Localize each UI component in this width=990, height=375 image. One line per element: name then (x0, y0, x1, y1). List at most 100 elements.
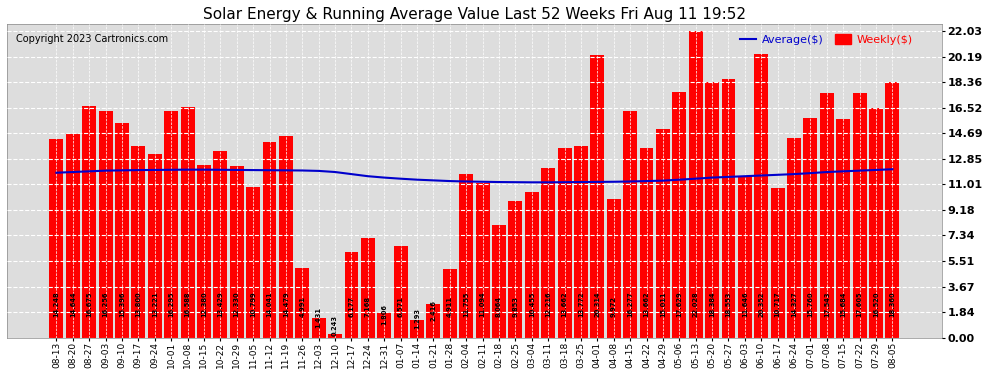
Text: 6.571: 6.571 (398, 296, 404, 317)
Text: 13.800: 13.800 (136, 291, 142, 317)
Bar (328, 334, 342, 338)
Bar (770, 189, 785, 338)
Bar (492, 225, 506, 338)
Text: 17.605: 17.605 (856, 291, 862, 317)
Text: 16.588: 16.588 (184, 291, 190, 317)
Bar (623, 111, 638, 338)
Text: 12.380: 12.380 (201, 291, 207, 317)
Bar (542, 168, 555, 338)
Bar (65, 134, 80, 338)
Bar (837, 119, 850, 338)
Text: 7.168: 7.168 (365, 296, 371, 317)
Text: 16.520: 16.520 (873, 291, 879, 317)
Text: 16.277: 16.277 (627, 291, 634, 317)
Bar (607, 199, 621, 338)
Bar (377, 312, 391, 338)
Bar (475, 183, 490, 338)
Bar (869, 108, 883, 338)
Bar (50, 140, 63, 338)
Bar (247, 188, 260, 338)
Bar (804, 118, 818, 338)
Title: Solar Energy & Running Average Value Last 52 Weeks Fri Aug 11 19:52: Solar Energy & Running Average Value Las… (203, 7, 745, 22)
Bar (738, 176, 751, 338)
Bar (557, 147, 571, 338)
Bar (197, 165, 211, 338)
Bar (656, 129, 670, 338)
Text: 10.455: 10.455 (529, 291, 535, 317)
Bar (115, 123, 129, 338)
Bar (820, 93, 834, 338)
Bar (722, 80, 736, 338)
Bar (164, 111, 178, 338)
Bar (132, 146, 146, 338)
Bar (885, 82, 899, 338)
Bar (574, 146, 588, 338)
Text: 17.543: 17.543 (824, 291, 830, 317)
Text: 13.772: 13.772 (578, 291, 584, 317)
Text: 12.330: 12.330 (234, 291, 240, 317)
Bar (262, 142, 276, 338)
Bar (640, 147, 653, 338)
Bar (443, 269, 456, 338)
Bar (394, 246, 408, 338)
Bar (689, 31, 703, 338)
Text: 20.352: 20.352 (758, 291, 764, 317)
Text: 0.243: 0.243 (332, 315, 338, 336)
Bar (852, 93, 866, 338)
Bar (361, 238, 375, 338)
Text: 1.431: 1.431 (316, 307, 322, 328)
Bar (705, 82, 719, 338)
Text: 6.177: 6.177 (348, 296, 354, 317)
Bar (410, 320, 424, 338)
Bar (345, 252, 358, 338)
Text: 4.911: 4.911 (446, 296, 452, 317)
Text: 22.028: 22.028 (693, 291, 699, 317)
Text: 16.256: 16.256 (103, 291, 109, 317)
Bar (99, 111, 113, 338)
Text: 16.295: 16.295 (168, 291, 174, 317)
Text: 13.662: 13.662 (644, 291, 649, 317)
Text: 4.991: 4.991 (299, 296, 305, 317)
Bar (230, 166, 244, 338)
Text: 13.221: 13.221 (151, 291, 157, 317)
Legend: Average($), Weekly($): Average($), Weekly($) (736, 30, 918, 50)
Text: 18.360: 18.360 (889, 291, 895, 317)
Bar (754, 54, 768, 338)
Text: 15.011: 15.011 (660, 291, 666, 317)
Text: 9.853: 9.853 (513, 296, 519, 317)
Text: 14.327: 14.327 (791, 291, 797, 317)
Text: Copyright 2023 Cartronics.com: Copyright 2023 Cartronics.com (16, 34, 168, 44)
Text: 8.064: 8.064 (496, 296, 502, 317)
Text: 15.684: 15.684 (841, 291, 846, 317)
Text: 13.662: 13.662 (561, 291, 567, 317)
Text: 18.553: 18.553 (726, 291, 732, 317)
Bar (787, 138, 801, 338)
Bar (82, 106, 96, 338)
Bar (214, 151, 228, 338)
Bar (295, 268, 309, 338)
Text: 14.644: 14.644 (70, 291, 76, 317)
Text: 11.094: 11.094 (479, 291, 486, 317)
Bar (180, 107, 194, 338)
Text: 9.972: 9.972 (611, 296, 617, 317)
Text: 14.041: 14.041 (266, 291, 272, 317)
Text: 13.429: 13.429 (218, 291, 224, 317)
Text: 2.416: 2.416 (431, 300, 437, 321)
Text: 14.248: 14.248 (53, 291, 59, 317)
Text: 11.755: 11.755 (463, 291, 469, 317)
Bar (148, 154, 161, 338)
Text: 18.384: 18.384 (709, 291, 715, 317)
Bar (672, 92, 686, 338)
Text: 10.799: 10.799 (250, 291, 256, 317)
Bar (427, 304, 441, 338)
Text: 14.479: 14.479 (283, 291, 289, 317)
Text: 15.760: 15.760 (808, 291, 814, 317)
Text: 15.396: 15.396 (119, 291, 125, 317)
Text: 1.293: 1.293 (414, 308, 420, 328)
Text: 11.646: 11.646 (742, 291, 747, 317)
Text: 1.806: 1.806 (381, 304, 387, 325)
Bar (590, 55, 604, 338)
Bar (459, 174, 473, 338)
Bar (312, 318, 326, 338)
Bar (509, 201, 523, 338)
